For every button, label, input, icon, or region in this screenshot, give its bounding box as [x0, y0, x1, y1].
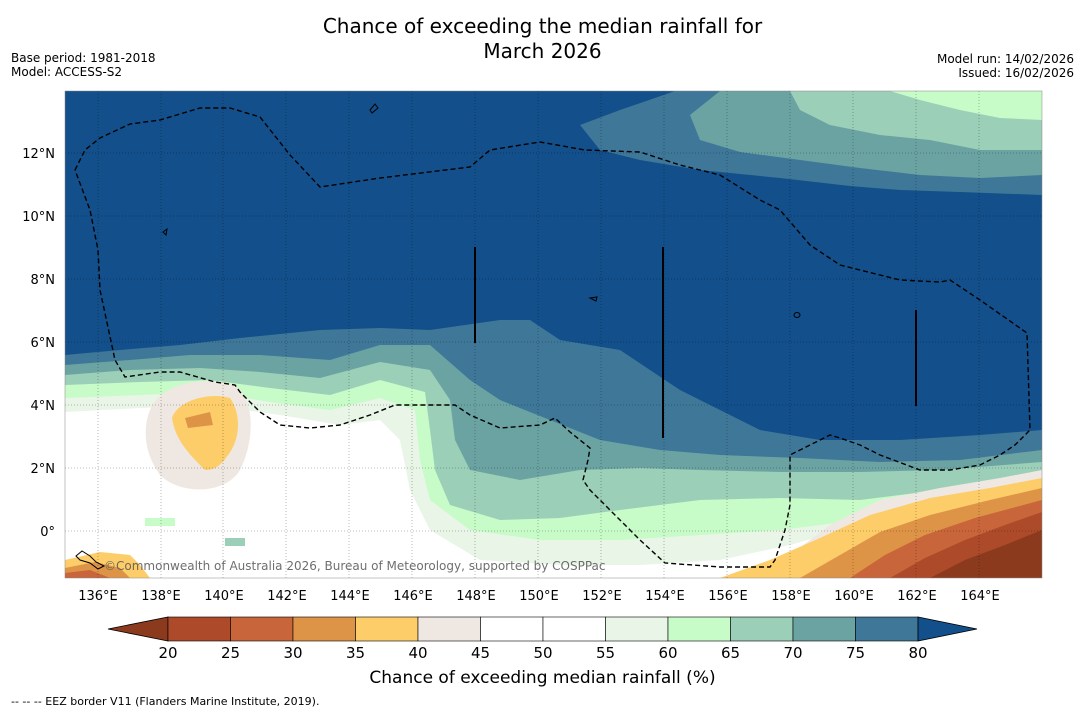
colorbar-segment: [792, 616, 856, 642]
colorbar-segment: [480, 616, 544, 642]
lon-label: 136°E: [78, 589, 118, 604]
colorbar-tick: 30: [283, 644, 302, 662]
colorbar-segment: [605, 616, 669, 642]
colorbar-extend-low: [107, 616, 169, 642]
colorbar-segment: [355, 616, 419, 642]
colorbar-tick: 60: [658, 644, 677, 662]
colorbar-segment: [230, 616, 294, 642]
lon-label: 164°E: [960, 589, 1000, 604]
base-period: Base period: 1981-2018: [11, 51, 156, 65]
eez-footnote: -- -- -- EEZ border V11 (Flanders Marine…: [11, 695, 320, 708]
island-lines: [474, 247, 917, 438]
lon-label: 144°E: [330, 589, 370, 604]
model-name: Model: ACCESS-S2: [11, 65, 123, 79]
colorbar-extend-high: [917, 616, 978, 642]
colorbar-segment: [542, 616, 606, 642]
title-line-2: March 2026: [483, 39, 602, 63]
colorbar-segment: [730, 616, 794, 642]
lon-label: 150°E: [519, 589, 559, 604]
lon-label: 160°E: [834, 589, 874, 604]
colorbar-tick: 45: [471, 644, 490, 662]
colorbar-tick: 50: [533, 644, 552, 662]
lat-label: 12°N: [22, 147, 55, 162]
lat-label: 0°: [40, 525, 55, 540]
eez-border: [74, 107, 1031, 568]
colorbar-tick: 40: [408, 644, 427, 662]
colorbar-segment: [667, 616, 731, 642]
colorbar-tick: 20: [158, 644, 177, 662]
lon-label: 146°E: [393, 589, 433, 604]
colorbar-tick: 25: [221, 644, 240, 662]
colorbar-tick: 80: [908, 644, 927, 662]
lon-label: 142°E: [267, 589, 307, 604]
lat-label: 10°N: [22, 210, 55, 225]
colorbar-tick: 75: [846, 644, 865, 662]
colorbar-segment: [292, 616, 356, 642]
lat-label: 6°N: [31, 336, 56, 351]
lat-label: 8°N: [31, 273, 56, 288]
colorbar-segment: [417, 616, 481, 642]
lat-label: 4°N: [31, 399, 56, 414]
map-title: Chance of exceeding the median rainfall …: [0, 14, 1085, 64]
title-line-1: Chance of exceeding the median rainfall …: [322, 14, 763, 38]
colorbar-tick: 65: [721, 644, 740, 662]
lat-label: 2°N: [31, 462, 56, 477]
colorbar-segment: [167, 616, 231, 642]
lon-label: 162°E: [897, 589, 937, 604]
colorbar-ticks: 20 25 30 35 40 45 50 55 60 65 70 75 80: [158, 644, 927, 662]
attribution-text: ©Commonwealth of Australia 2026, Bureau …: [104, 559, 606, 573]
parallels: [65, 152, 1042, 532]
colorbar: [107, 616, 978, 642]
lon-label: 156°E: [708, 589, 748, 604]
colorbar-tick: 55: [596, 644, 615, 662]
probability-field: [65, 91, 1042, 578]
colorbar-tick: 70: [783, 644, 802, 662]
lon-label: 148°E: [456, 589, 496, 604]
issued-date: Issued: 16/02/2026: [958, 66, 1074, 80]
colorbar-tick: 35: [346, 644, 365, 662]
longitude-labels: 136°E 138°E 140°E 142°E 144°E 146°E 148°E 150°E…: [78, 589, 1000, 604]
lon-label: 138°E: [141, 589, 181, 604]
lon-label: 152°E: [582, 589, 622, 604]
meridians: [97, 91, 980, 578]
colorbar-label: Chance of exceeding median rainfall (%): [369, 668, 716, 688]
lon-label: 140°E: [204, 589, 244, 604]
colorbar-segment: [855, 616, 919, 642]
latitude-labels: 12°N 10°N 8°N 6°N 4°N 2°N 0°: [22, 147, 55, 540]
model-run: Model run: 14/02/2026: [936, 52, 1074, 66]
lon-label: 158°E: [771, 589, 811, 604]
islands: [75, 103, 801, 570]
meta-right: Model run: 14/02/2026 Issued: 16/02/2026: [937, 52, 1074, 80]
lon-label: 154°E: [645, 589, 685, 604]
meta-left: Base period: 1981-2018 Model: ACCESS-S2: [11, 51, 156, 79]
